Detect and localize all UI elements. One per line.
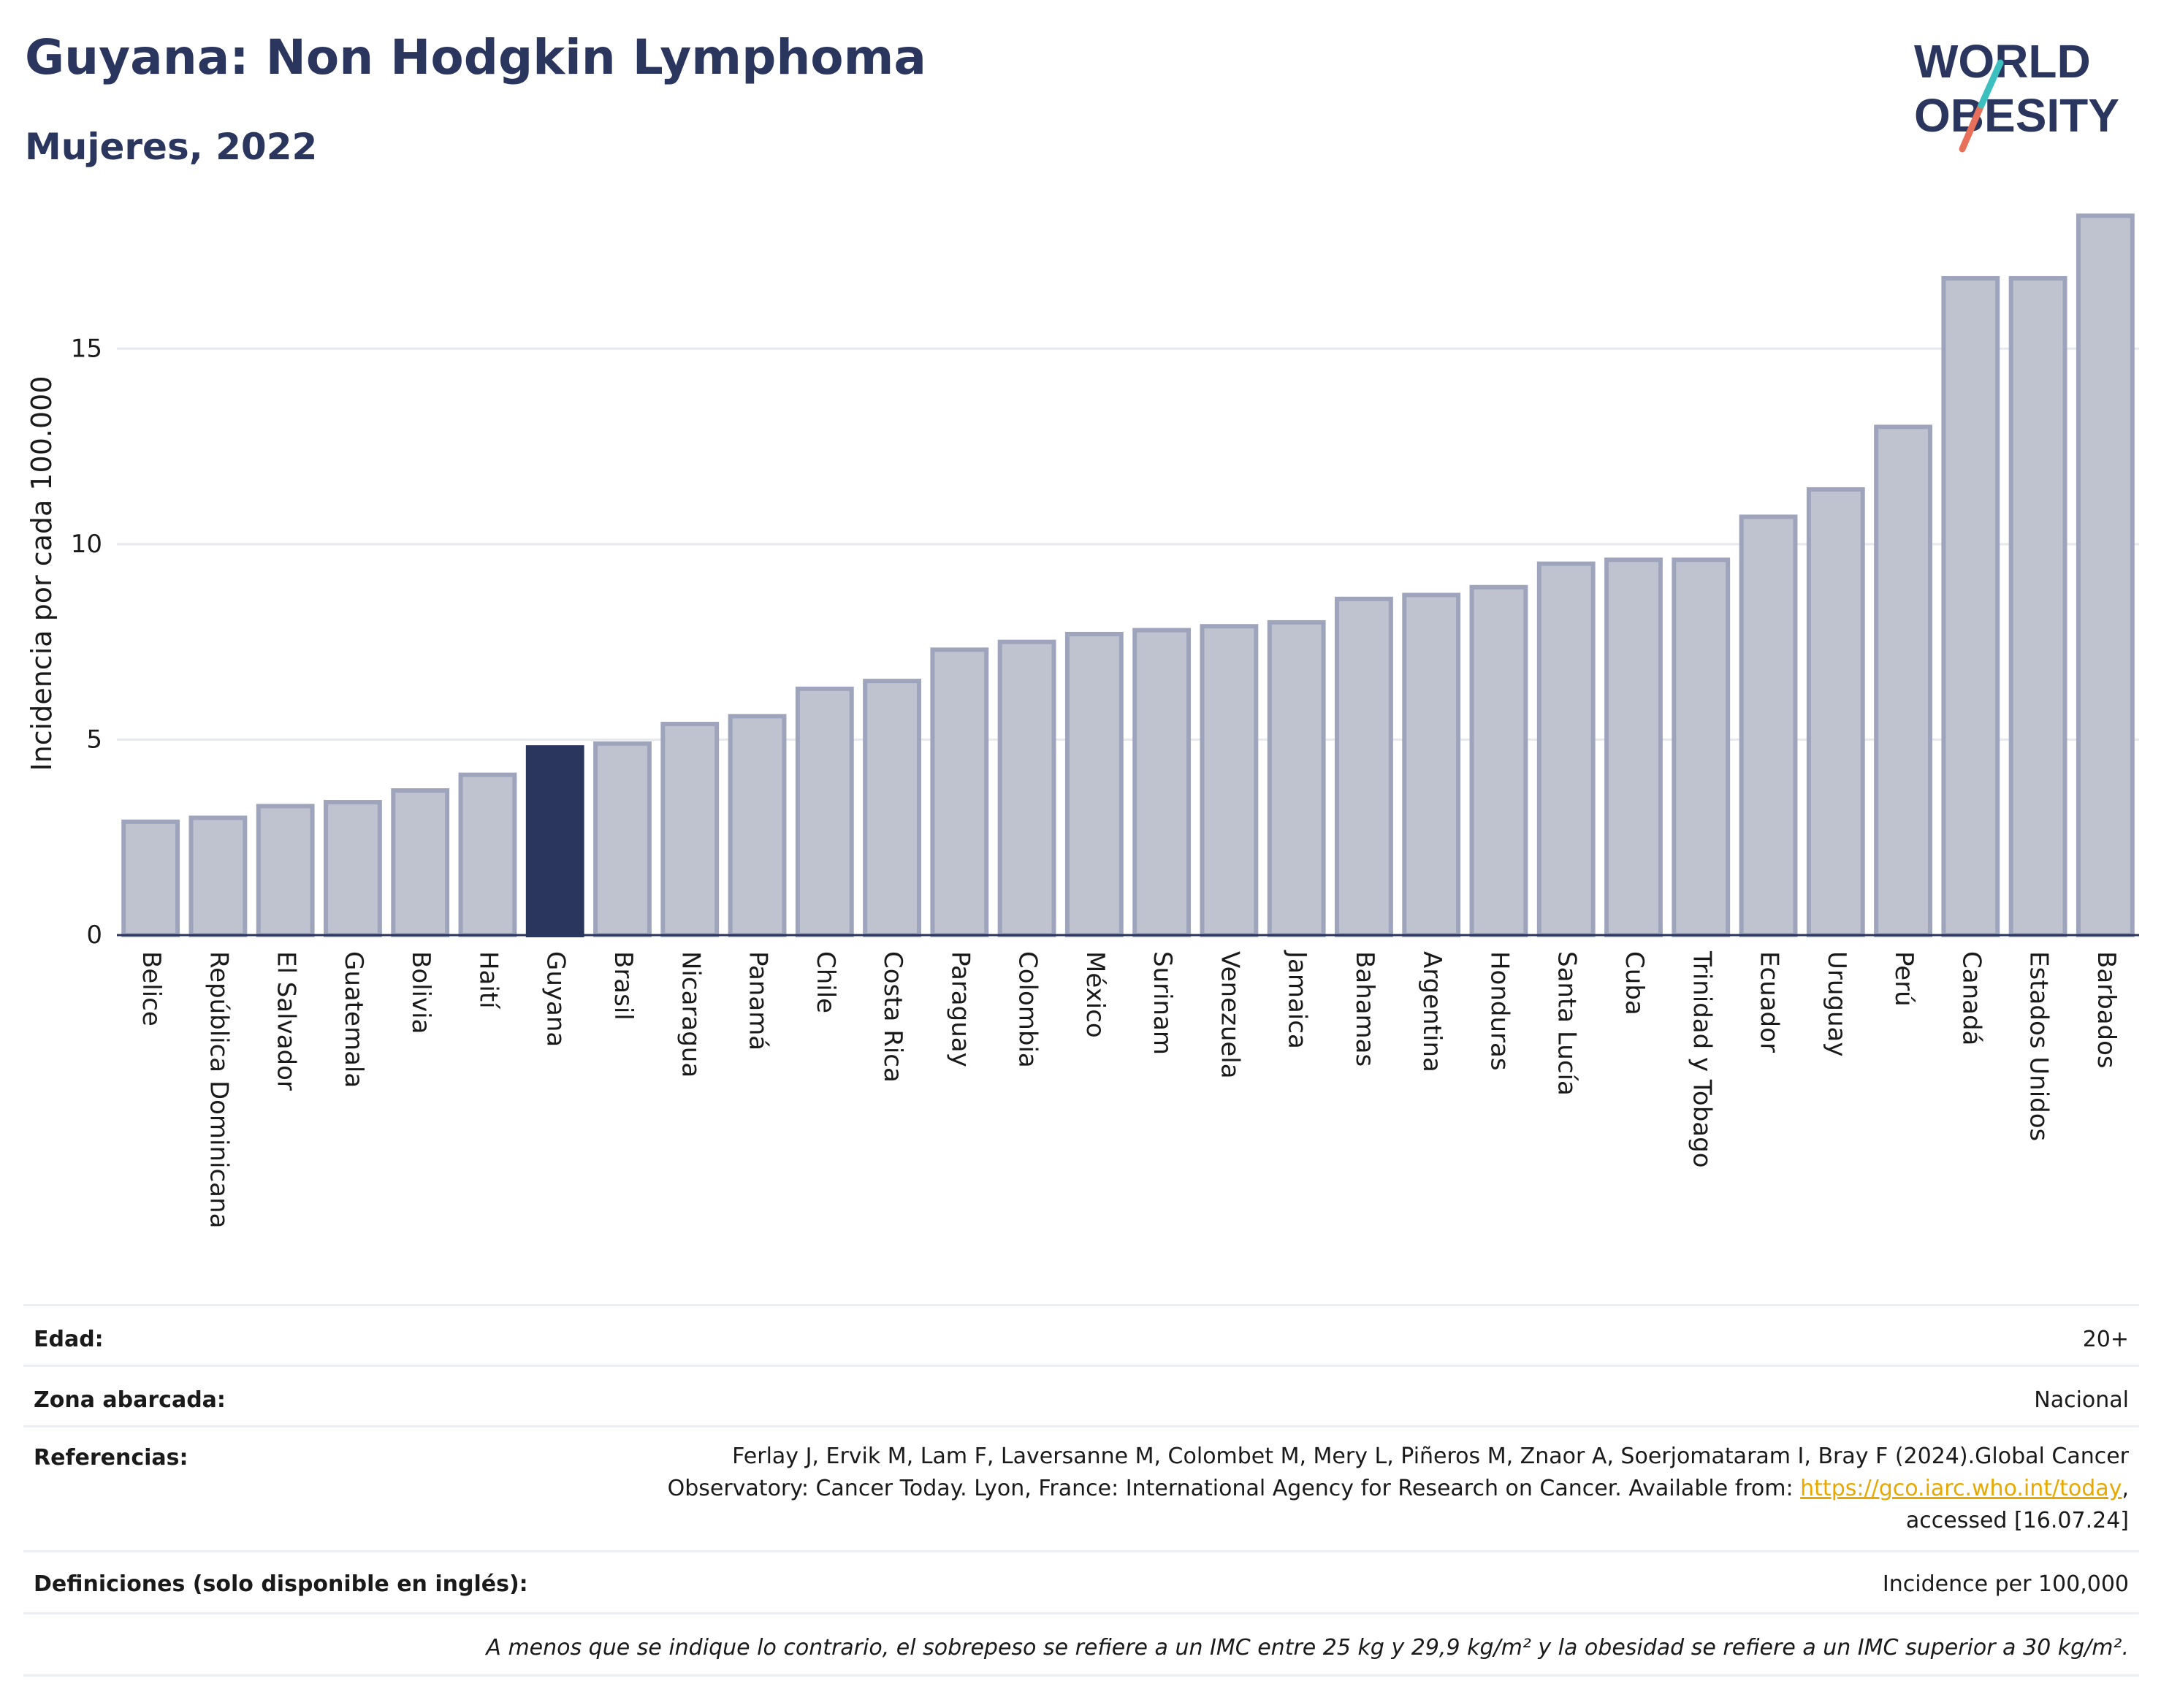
- world-obesity-logo: WORLD OBESITY: [1914, 35, 2119, 153]
- x-tick-label: Costa Rica: [878, 951, 907, 1083]
- gridlines: [117, 347, 2139, 741]
- x-tick-label: Surinam: [1148, 951, 1177, 1055]
- bar-estados-unidos: [2008, 275, 2067, 937]
- y-tick-label: 10: [71, 530, 102, 559]
- x-tick-label: Chile: [811, 951, 840, 1013]
- x-tick-label: Nicaragua: [676, 951, 705, 1078]
- bar-trinidad-y-tobago: [1672, 557, 1731, 937]
- referencias-value: Ferlay J, Ervik M, Lam F, Laversanne M, …: [522, 1441, 2129, 1537]
- x-tick-label: Uruguay: [1822, 951, 1851, 1057]
- bar-panam-: [728, 714, 787, 938]
- bar-barbados: [2076, 213, 2135, 937]
- info-row-edad: Edad: 20+: [23, 1304, 2139, 1365]
- edad-label: Edad:: [34, 1327, 104, 1352]
- x-tick-label: Honduras: [1485, 951, 1514, 1071]
- x-tick-label: Guatemala: [339, 951, 368, 1088]
- x-tick-label: Bahamas: [1350, 951, 1379, 1067]
- bar-per-: [1874, 424, 1932, 937]
- bar-chart: 0 5 10 15 Belice República Dominicana El Salv…: [26, 213, 2139, 1228]
- x-tick-label: Trinidad y Tobago: [1687, 950, 1716, 1168]
- referencias-label: Referencias:: [34, 1445, 188, 1471]
- bar-m-xico: [1064, 631, 1124, 937]
- bar-uruguay: [1806, 487, 1865, 937]
- ref-line2-comma: ,: [2122, 1476, 2129, 1501]
- bar-ecuador: [1739, 514, 1798, 937]
- x-tick-label: Brasil: [609, 951, 638, 1021]
- ref-line1: Ferlay J, Ervik M, Lam F, Laversanne M, …: [732, 1444, 2129, 1469]
- logo-slash-red: [1959, 102, 1985, 153]
- bar-belice: [121, 819, 180, 937]
- bar-costa-rica: [863, 679, 921, 937]
- bar-canad-: [1941, 275, 2000, 937]
- x-tick-label: Belice: [137, 951, 166, 1026]
- x-tick-label: Canadá: [1956, 951, 1986, 1045]
- y-tick-label: 5: [86, 725, 102, 754]
- x-tick-label: República Dominicana: [204, 951, 233, 1228]
- x-tick-label: Bolivia: [406, 951, 435, 1034]
- y-tick-label: 0: [86, 920, 102, 950]
- x-tick-label: Guyana: [541, 951, 571, 1047]
- ref-link[interactable]: https://gco.iarc.who.int/today: [1800, 1476, 2122, 1501]
- x-tick-label: Colombia: [1013, 951, 1043, 1068]
- ref-line2-text: Observatory: Cancer Today. Lyon, France:…: [667, 1476, 1801, 1501]
- info-bottom-divider: [23, 1674, 2139, 1677]
- ref-line2: Observatory: Cancer Today. Lyon, France:…: [522, 1473, 2129, 1505]
- x-tick-label: Haití: [473, 951, 503, 1010]
- info-row-referencias: Referencias: Ferlay J, Ervik M, Lam F, L…: [23, 1425, 2139, 1550]
- zona-value: Nacional: [2034, 1387, 2129, 1413]
- bar-paraguay: [930, 647, 989, 938]
- x-tick-label: Estados Unidos: [2024, 951, 2054, 1141]
- info-row-definiciones: Definiciones (solo disponible en inglés)…: [23, 1550, 2139, 1612]
- bar-chile: [795, 686, 854, 937]
- y-axis-ticks: 0 5 10 15: [71, 334, 102, 950]
- y-tick-label: 15: [71, 334, 102, 363]
- bar-venezuela: [1200, 624, 1259, 937]
- info-row-note: A menos que se indique lo contrario, el …: [23, 1612, 2139, 1674]
- x-tick-label: Santa Lucía: [1552, 951, 1582, 1096]
- bar-bolivia: [391, 788, 450, 937]
- bar-guatemala: [324, 800, 382, 938]
- bar-surinam: [1132, 628, 1192, 937]
- x-tick-label: Venezuela: [1215, 951, 1244, 1079]
- x-tick-label: Ecuador: [1755, 951, 1784, 1053]
- bar-argentina: [1402, 592, 1461, 937]
- definiciones-label: Definiciones (solo disponible en inglés)…: [34, 1571, 528, 1597]
- x-tick-label: Panamá: [744, 951, 773, 1051]
- x-tick-label: Barbados: [2092, 951, 2121, 1069]
- logo-line2: OBESITY: [1914, 89, 2119, 142]
- x-tick-label: Cuba: [1620, 951, 1649, 1015]
- zona-label: Zona abarcada:: [34, 1387, 226, 1413]
- bar-guyana: [525, 745, 584, 937]
- info-table: Edad: 20+ Zona abarcada: Nacional Refere…: [23, 1304, 2139, 1677]
- bar-nicaragua: [660, 722, 720, 937]
- bar-bahamas: [1335, 596, 1393, 938]
- bars: [121, 213, 2135, 938]
- bar-cuba: [1604, 557, 1663, 937]
- info-row-zona: Zona abarcada: Nacional: [23, 1365, 2139, 1425]
- bar-jamaica: [1267, 619, 1326, 937]
- x-tick-label: México: [1080, 951, 1110, 1038]
- x-tick-label: Perú: [1889, 951, 1918, 1007]
- bar-honduras: [1469, 584, 1528, 937]
- edad-value: 20+: [2082, 1327, 2129, 1352]
- obesity-note: A menos que se indique lo contrario, el …: [486, 1635, 2129, 1661]
- x-tick-label: El Salvador: [272, 951, 301, 1091]
- bar-brasil: [593, 741, 652, 938]
- x-tick-label: Paraguay: [945, 951, 975, 1067]
- x-axis-ticks: Belice República Dominicana El Salvador Gua…: [137, 950, 2121, 1228]
- definiciones-value: Incidence per 100,000: [1882, 1571, 2129, 1597]
- bar-rep-blica-dominicana: [188, 815, 248, 938]
- bar-santa-luc-a: [1536, 561, 1596, 938]
- bar-colombia: [997, 639, 1056, 937]
- x-tick-label: Argentina: [1417, 951, 1447, 1072]
- y-axis-label: Incidencia por cada 100.000: [26, 375, 58, 771]
- ref-line3: accessed [16.07.24]: [1905, 1508, 2129, 1533]
- logo-slash-teal: [1978, 59, 2004, 109]
- chart-title: Guyana: Non Hodgkin Lymphoma: [25, 29, 926, 85]
- chart-subtitle: Mujeres, 2022: [25, 126, 318, 168]
- bar-hait-: [458, 772, 517, 938]
- bar-el-salvador: [256, 804, 315, 937]
- x-tick-label: Jamaica: [1283, 950, 1312, 1049]
